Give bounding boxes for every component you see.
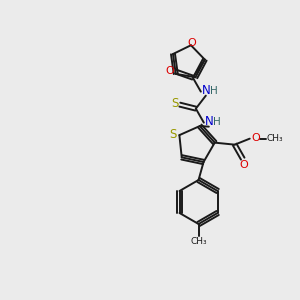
Text: O: O — [251, 133, 260, 142]
Text: O: O — [188, 38, 196, 48]
Text: N: N — [202, 84, 210, 97]
Text: H: H — [213, 117, 221, 127]
Text: O: O — [239, 160, 248, 170]
Text: H: H — [210, 85, 218, 96]
Text: O: O — [166, 66, 174, 76]
Text: CH₃: CH₃ — [266, 134, 283, 143]
Text: N: N — [205, 115, 213, 128]
Text: CH₃: CH₃ — [190, 238, 207, 247]
Text: S: S — [171, 97, 178, 110]
Text: S: S — [170, 128, 177, 141]
